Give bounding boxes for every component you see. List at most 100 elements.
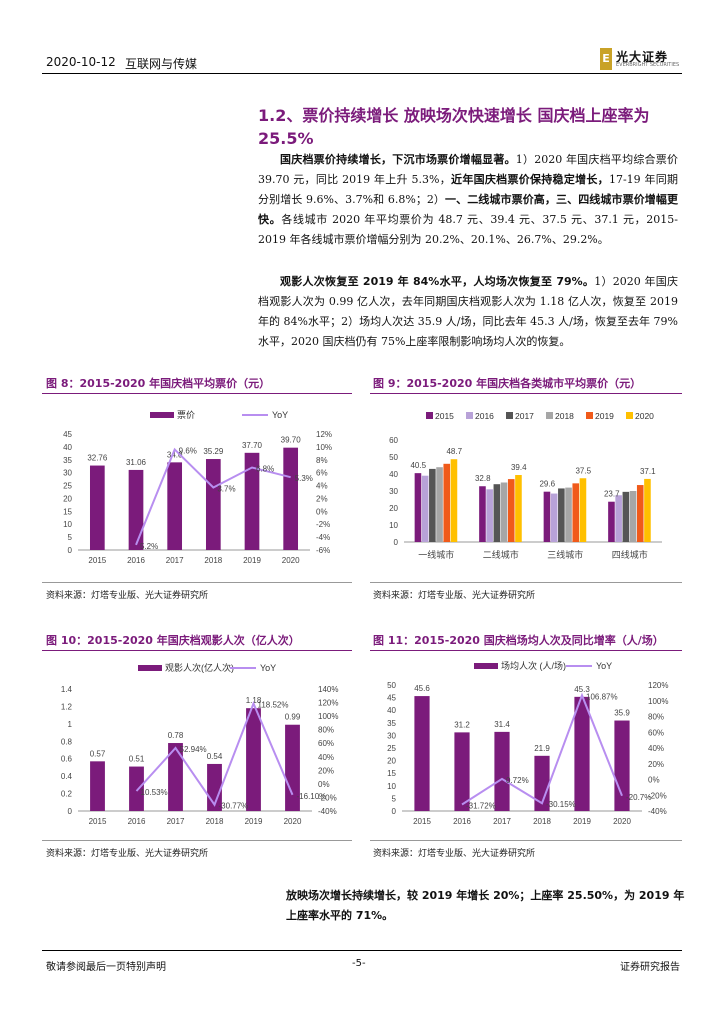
y-tick-label: 15 — [63, 507, 72, 516]
y2-tick-label: 100% — [318, 712, 338, 721]
y2-tick-label: 60% — [648, 728, 664, 737]
bar — [429, 468, 436, 542]
bar — [128, 469, 144, 550]
legend-label: 2018 — [555, 411, 574, 421]
y2-tick-label: 12% — [316, 430, 332, 439]
y-tick-label: 15 — [387, 769, 396, 778]
x-tick-label: 2019 — [245, 817, 263, 826]
bar — [543, 491, 551, 542]
legend-label: 2015 — [435, 411, 454, 421]
fig8-title: 图 8：2015-2020 年国庆档平均票价（元） — [46, 377, 271, 390]
y2-tick-label: -20% — [318, 793, 337, 802]
bar — [534, 755, 550, 811]
legend-label-bars: 观影人次(亿人次) — [165, 662, 234, 673]
y2-tick-label: 140% — [318, 685, 338, 694]
bar-value-label: 29.6 — [539, 480, 555, 489]
bar — [454, 732, 470, 811]
para2-text: 1）2020 年国庆档观影人次为 0.99 亿人次，去年同期国庆档观影人次为 1… — [258, 275, 678, 348]
fig10-source: 资料来源：灯塔专业版、光大证券研究所 — [46, 849, 209, 859]
x-tick-label: 2017 — [167, 817, 185, 826]
brand-logo: E 光大证券 EVERBRIGHT SECURITIES — [600, 48, 680, 72]
bar — [579, 478, 587, 542]
y-tick-label: 5 — [392, 794, 397, 803]
y-tick-label: 30 — [387, 731, 396, 740]
legend-label: 2017 — [515, 411, 534, 421]
bar — [414, 696, 430, 811]
legend-label-bars: 场均人次 (人/场) — [501, 660, 566, 671]
y2-tick-label: 2% — [316, 494, 328, 503]
y-tick-label: 0 — [68, 807, 73, 816]
x-tick-label: 2017 — [166, 556, 184, 565]
bar-value-label: 34.0 — [167, 450, 183, 459]
yoy-value-label: 106.87% — [586, 692, 618, 701]
y-tick-label: 30 — [389, 487, 398, 496]
y-tick-label: 35 — [63, 456, 72, 465]
fig9-chart: 2015 2016 2017 2018 2019 2020 0 10 20 30 40 50 60 40.… — [389, 411, 662, 560]
bar-value-label: 37.5 — [575, 466, 591, 475]
bar-value-label: 21.9 — [534, 744, 550, 753]
yoy-value-label: -20.7% — [626, 793, 651, 802]
bar-value-label: 35.9 — [614, 709, 630, 718]
para1-text-2: 17-19 年同期分别增长 9.6%、3.7%和 6.8%；2） — [258, 173, 678, 206]
bar — [246, 708, 261, 811]
bar — [436, 467, 443, 542]
bar — [450, 459, 458, 542]
yoy-value-label: 3.7% — [217, 484, 235, 493]
yoy-line — [135, 447, 291, 546]
y2-tick-label: -40% — [318, 807, 337, 816]
legend-swatch-bars — [474, 663, 498, 669]
footer-report-type: 证券研究报告 — [620, 962, 680, 973]
x-tick-label: 2016 — [128, 817, 146, 826]
bar-value-label: 32.8 — [475, 474, 491, 483]
y-tick-label: 40 — [387, 706, 396, 715]
legend-label: 2019 — [595, 411, 614, 421]
y-tick-label: 1 — [68, 720, 73, 729]
y-tick-label: 45 — [387, 694, 396, 703]
x-tick-label: 2020 — [284, 817, 302, 826]
bar — [421, 475, 429, 542]
bar — [572, 483, 580, 542]
bar-value-label: 37.1 — [640, 467, 656, 476]
conclusion-text: 放映场次增长持续增长，较 2019 年增长 20%；上座率 25.50%，为 2… — [286, 889, 685, 922]
bar-value-label: 0.51 — [129, 755, 145, 764]
y-tick-label: 20 — [63, 494, 72, 503]
y2-tick-label: 0% — [648, 776, 660, 785]
y2-tick-label: 0% — [316, 507, 328, 516]
bar-value-label: 39.4 — [511, 463, 527, 472]
fig11-chart: 场均人次 (人/场) YoY 0 5 10 15 20 25 30 35 40 45 50 -40% -20… — [387, 660, 668, 826]
bar — [622, 491, 630, 542]
para1-lead: 国庆档票价持续增长，下沉市场票价增幅显著。 — [280, 153, 516, 166]
x-tick-label: 2015 — [89, 817, 107, 826]
bar — [168, 743, 183, 811]
y-tick-label: 0.8 — [61, 737, 73, 746]
y2-tick-label: -6% — [316, 546, 330, 555]
bar-value-label: 32.76 — [87, 454, 108, 463]
x-tick-label: 2018 — [206, 817, 224, 826]
page-number: -5- — [352, 958, 366, 969]
legend-swatch — [506, 412, 513, 419]
y-tick-label: 5 — [68, 533, 73, 542]
bar — [500, 482, 508, 542]
legend-swatch — [426, 412, 433, 419]
x-tick-label: 2020 — [613, 817, 631, 826]
bar-value-label: 45.3 — [574, 685, 590, 694]
yoy-value-label: -30.15% — [546, 800, 576, 809]
x-tick-label: 二线城市 — [483, 549, 519, 560]
para1-text-1: 1）2020 年国庆档平均综合票价 39.70 元，同比 2019 年上升 5.… — [258, 153, 678, 186]
section-title: 1.2、票价持续增长 放映场次快速增长 国庆档上座率为25.5% — [258, 106, 650, 148]
bar — [565, 487, 572, 542]
y2-tick-label: 20% — [648, 760, 664, 769]
y-tick-label: 0.4 — [61, 772, 73, 781]
yoy-value-label: 6.8% — [256, 465, 274, 474]
fig8-divider — [42, 393, 352, 394]
x-tick-label: 2019 — [573, 817, 591, 826]
legend-swatch — [626, 412, 633, 419]
y2-tick-label: 80% — [648, 713, 664, 722]
y-tick-label: 10 — [389, 521, 398, 530]
para2-lead: 观影人次恢复至 2019 年 84%水平，人均场次恢复至 79%。 — [280, 275, 595, 288]
legend-label: 2016 — [475, 411, 494, 421]
bar-value-label: 1.18 — [246, 696, 262, 705]
y-tick-label: 0 — [392, 807, 397, 816]
y-tick-label: 50 — [387, 681, 396, 690]
fig9-divider — [370, 393, 682, 394]
